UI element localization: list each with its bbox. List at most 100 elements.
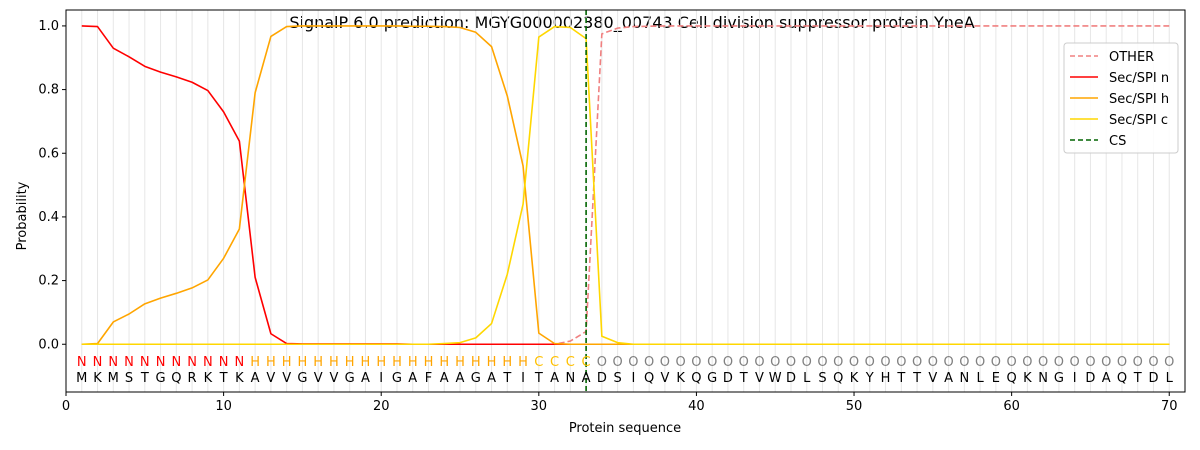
region-label: O <box>912 355 922 370</box>
legend-label: Sec/SPI h <box>1109 92 1169 107</box>
region-label: H <box>282 355 292 370</box>
region-label: O <box>1054 355 1064 370</box>
x-tick-label: 50 <box>846 399 863 414</box>
residue-label: S <box>613 371 621 386</box>
region-label: C <box>582 355 591 370</box>
legend-label: Sec/SPI c <box>1109 113 1168 128</box>
region-label: N <box>171 355 181 370</box>
residue-label: N <box>1038 371 1048 386</box>
legend-label: CS <box>1109 134 1126 149</box>
residue-label: S <box>125 371 133 386</box>
region-label: O <box>991 355 1001 370</box>
residue-label: G <box>1054 371 1064 386</box>
residue-label: A <box>456 371 465 386</box>
region-label: O <box>739 355 749 370</box>
region-label: O <box>1148 355 1158 370</box>
residue-label: K <box>676 371 685 386</box>
x-tick-label: 70 <box>1161 399 1178 414</box>
region-label: O <box>628 355 638 370</box>
region-label: O <box>1007 355 1017 370</box>
plot-frame <box>65 9 1186 393</box>
x-tick-label: 20 <box>373 399 390 414</box>
residue-label: L <box>976 371 984 386</box>
residue-label: T <box>502 371 511 386</box>
residue-label: K <box>1023 371 1032 386</box>
region-label: O <box>770 355 780 370</box>
residue-label: V <box>266 371 275 386</box>
residue-label: T <box>912 371 921 386</box>
region-label: O <box>644 355 654 370</box>
residue-label: A <box>408 371 417 386</box>
region-label: N <box>187 355 197 370</box>
region-label: O <box>676 355 686 370</box>
region-label: N <box>219 355 229 370</box>
y-tick-label: 1.0 <box>38 19 59 34</box>
region-label: N <box>140 355 150 370</box>
residue-label: R <box>188 371 197 386</box>
region-label: O <box>1085 355 1095 370</box>
residue-label: Q <box>1117 371 1127 386</box>
residue-label: H <box>881 371 891 386</box>
region-label: O <box>865 355 875 370</box>
legend: OTHER Sec/SPI n Sec/SPI h Sec/SPI c CS <box>1063 42 1179 154</box>
region-label: O <box>896 355 906 370</box>
y-tick-label: 0.4 <box>38 210 59 225</box>
region-label: O <box>880 355 890 370</box>
region-label: O <box>817 355 827 370</box>
region-label: H <box>313 355 323 370</box>
region-label: H <box>408 355 418 370</box>
region-label: C <box>566 355 575 370</box>
residue-label: F <box>425 371 432 386</box>
residue-label: Y <box>865 371 874 386</box>
region-label: O <box>1133 355 1143 370</box>
residue-label: G <box>156 371 166 386</box>
region-label: O <box>786 355 796 370</box>
region-label: H <box>345 355 355 370</box>
residue-label: Q <box>691 371 701 386</box>
residue-label: G <box>345 371 355 386</box>
residue-label: M <box>108 371 119 386</box>
residue-label: A <box>582 371 591 386</box>
region-label: N <box>156 355 166 370</box>
series-line-sec-spi-h <box>81 25 1170 346</box>
region-label: N <box>93 355 103 370</box>
region-label: H <box>424 355 434 370</box>
legend-label: Sec/SPI n <box>1109 71 1169 86</box>
region-label: N <box>77 355 87 370</box>
region-label: O <box>928 355 938 370</box>
region-label: H <box>487 355 497 370</box>
x-tick-label: 60 <box>1003 399 1020 414</box>
series-layer <box>81 25 1170 346</box>
residue-label: L <box>1166 371 1174 386</box>
residue-label: T <box>219 371 228 386</box>
residue-label: T <box>739 371 748 386</box>
residue-label: D <box>1085 371 1095 386</box>
y-axis-label: Probability <box>15 181 30 250</box>
region-label: O <box>1038 355 1048 370</box>
residue-label: Q <box>1007 371 1017 386</box>
residue-label: W <box>769 371 782 386</box>
residue-label: G <box>297 371 307 386</box>
legend-box <box>1063 42 1179 154</box>
region-label: H <box>376 355 386 370</box>
residue-label: G <box>392 371 402 386</box>
residue-label: V <box>660 371 669 386</box>
legend-label: OTHER <box>1109 50 1154 65</box>
residue-label: E <box>992 371 1000 386</box>
residue-label: G <box>707 371 717 386</box>
region-label: O <box>754 355 764 370</box>
region-label: H <box>329 355 339 370</box>
region-label: O <box>613 355 623 370</box>
residue-label: V <box>314 371 323 386</box>
region-label: H <box>298 355 308 370</box>
axis-layer: 0 10 20 30 40 50 60 70 0.0 0.2 0.4 0.6 0.8 1.0 <box>38 19 1177 414</box>
residue-label: T <box>896 371 905 386</box>
region-label: H <box>502 355 512 370</box>
region-label: H <box>250 355 260 370</box>
region-label: O <box>723 355 733 370</box>
x-tick-label: 0 <box>62 399 70 414</box>
series-line-sec-spi-c <box>81 25 1170 346</box>
region-label: O <box>975 355 985 370</box>
residue-label: G <box>471 371 481 386</box>
region-label: O <box>1022 355 1032 370</box>
